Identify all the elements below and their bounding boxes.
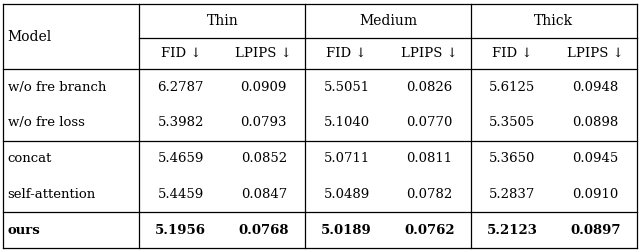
Text: 0.0768: 0.0768 bbox=[239, 224, 289, 237]
Text: 0.0770: 0.0770 bbox=[406, 116, 452, 130]
Text: ours: ours bbox=[8, 224, 40, 237]
Text: 5.3505: 5.3505 bbox=[490, 116, 536, 130]
Text: LPIPS ↓: LPIPS ↓ bbox=[236, 47, 292, 60]
Text: Model: Model bbox=[8, 29, 52, 44]
Text: 0.0847: 0.0847 bbox=[241, 188, 287, 201]
Text: 0.0852: 0.0852 bbox=[241, 152, 287, 165]
Text: 0.0948: 0.0948 bbox=[572, 81, 618, 94]
Text: 5.6125: 5.6125 bbox=[490, 81, 536, 94]
Text: 5.2837: 5.2837 bbox=[489, 188, 536, 201]
Text: 0.0826: 0.0826 bbox=[406, 81, 452, 94]
Text: w/o fre loss: w/o fre loss bbox=[8, 116, 84, 130]
Text: FID ↓: FID ↓ bbox=[492, 47, 532, 60]
Text: 0.0910: 0.0910 bbox=[572, 188, 618, 201]
Text: Medium: Medium bbox=[359, 14, 417, 28]
Text: self-attention: self-attention bbox=[8, 188, 96, 201]
Text: 5.3650: 5.3650 bbox=[489, 152, 536, 165]
Text: 5.1956: 5.1956 bbox=[156, 224, 206, 237]
Text: concat: concat bbox=[8, 152, 52, 165]
Text: 0.0793: 0.0793 bbox=[241, 116, 287, 130]
Text: LPIPS ↓: LPIPS ↓ bbox=[567, 47, 624, 60]
Text: 5.5051: 5.5051 bbox=[324, 81, 370, 94]
Text: 5.4459: 5.4459 bbox=[157, 188, 204, 201]
Text: 5.2123: 5.2123 bbox=[487, 224, 538, 237]
Text: FID ↓: FID ↓ bbox=[326, 47, 367, 60]
Text: 5.3982: 5.3982 bbox=[157, 116, 204, 130]
Text: 5.4659: 5.4659 bbox=[157, 152, 204, 165]
Text: LPIPS ↓: LPIPS ↓ bbox=[401, 47, 458, 60]
Text: 0.0762: 0.0762 bbox=[404, 224, 455, 237]
Text: 0.0782: 0.0782 bbox=[406, 188, 452, 201]
Text: w/o fre branch: w/o fre branch bbox=[8, 81, 106, 94]
Text: 0.0945: 0.0945 bbox=[572, 152, 618, 165]
Text: Thick: Thick bbox=[534, 14, 573, 28]
Text: Thin: Thin bbox=[207, 14, 238, 28]
Text: 5.0489: 5.0489 bbox=[324, 188, 370, 201]
Text: 5.0189: 5.0189 bbox=[321, 224, 372, 237]
Text: 5.0711: 5.0711 bbox=[324, 152, 370, 165]
Text: 5.1040: 5.1040 bbox=[324, 116, 370, 130]
Text: FID ↓: FID ↓ bbox=[161, 47, 201, 60]
Text: 0.0909: 0.0909 bbox=[241, 81, 287, 94]
Text: 0.0898: 0.0898 bbox=[572, 116, 618, 130]
Text: 0.0897: 0.0897 bbox=[570, 224, 621, 237]
Text: 0.0811: 0.0811 bbox=[406, 152, 452, 165]
Text: 6.2787: 6.2787 bbox=[157, 81, 204, 94]
